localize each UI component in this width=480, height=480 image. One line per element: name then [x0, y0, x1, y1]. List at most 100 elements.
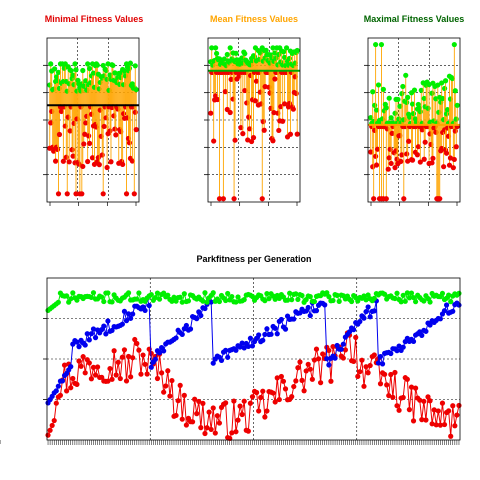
data-point [123, 191, 130, 197]
data-point [242, 87, 248, 94]
data-point [183, 322, 189, 329]
data-point [112, 70, 118, 76]
data-point [109, 299, 115, 305]
data-point [194, 316, 200, 322]
data-point [64, 388, 70, 394]
data-point [208, 299, 214, 305]
data-point [410, 338, 417, 345]
data-point [303, 368, 309, 374]
data-point [90, 326, 97, 332]
data-point [408, 384, 415, 390]
data-point [440, 95, 446, 102]
data-point [64, 293, 70, 299]
data-point [144, 371, 150, 377]
data-point [223, 400, 229, 406]
data-point [88, 294, 94, 301]
data-point [249, 293, 256, 300]
data-point [294, 47, 300, 54]
data-point [90, 290, 97, 296]
data-point [113, 132, 119, 138]
data-point [61, 362, 68, 368]
data-point [51, 417, 57, 424]
data-point [406, 407, 413, 413]
data-point [53, 388, 59, 394]
data-point [305, 304, 311, 311]
data-point [55, 299, 61, 305]
data-point [218, 357, 225, 364]
data-point [72, 61, 78, 67]
data-point [441, 421, 448, 428]
data-point [365, 304, 371, 310]
data-point [451, 41, 457, 48]
data-point [444, 107, 451, 113]
data-point [351, 327, 357, 333]
data-point [258, 394, 264, 401]
data-point [68, 364, 74, 370]
data-point [397, 103, 403, 109]
data-point [263, 47, 269, 53]
data-point [134, 340, 140, 347]
data-point [446, 408, 452, 414]
data-point [237, 344, 243, 350]
data-point [328, 378, 334, 384]
data-point [404, 376, 410, 382]
data-point [450, 308, 456, 314]
data-point [418, 87, 424, 93]
data-point [235, 417, 241, 423]
data-point [417, 397, 423, 403]
data-point [289, 297, 295, 303]
data-point [297, 359, 303, 365]
data-point [452, 128, 458, 134]
data-point [148, 291, 154, 298]
data-point [371, 308, 377, 314]
data-point [291, 316, 297, 322]
data-point [100, 191, 106, 197]
data-point [377, 353, 384, 360]
data-point [109, 327, 115, 334]
data-point [293, 291, 299, 297]
data-point [202, 305, 208, 312]
data-point [278, 316, 284, 323]
data-point [121, 347, 128, 353]
data-point [73, 67, 79, 73]
data-point [86, 65, 93, 72]
data-point [338, 346, 344, 352]
data-point [405, 158, 411, 164]
data-point [383, 105, 389, 111]
data-point [452, 88, 458, 94]
data-point [261, 127, 267, 133]
data-point [134, 296, 140, 302]
data-point [453, 144, 459, 150]
data-point [398, 158, 404, 165]
data-point [250, 135, 257, 141]
data-point [74, 339, 80, 345]
data-point [406, 138, 412, 144]
data-point [392, 369, 398, 376]
data-point [189, 419, 196, 425]
data-point [70, 290, 76, 296]
data-point [419, 417, 425, 423]
data-point [311, 357, 318, 363]
data-point [105, 378, 111, 384]
data-point [346, 329, 353, 335]
data-point [171, 294, 177, 300]
data-point [76, 358, 82, 364]
data-point [123, 378, 130, 384]
data-point [204, 425, 210, 431]
data-point [154, 290, 161, 296]
data-point [453, 116, 459, 122]
data-point [221, 56, 227, 62]
data-point [330, 297, 336, 304]
data-point [385, 166, 391, 172]
data-point [159, 370, 165, 376]
data-point [173, 335, 179, 341]
data-point [68, 296, 74, 302]
data-point [130, 311, 136, 317]
data-point [212, 430, 218, 436]
data-point [208, 110, 214, 116]
data-point [249, 343, 256, 349]
data-point [272, 325, 278, 331]
data-point [229, 293, 235, 300]
data-point [227, 109, 233, 116]
